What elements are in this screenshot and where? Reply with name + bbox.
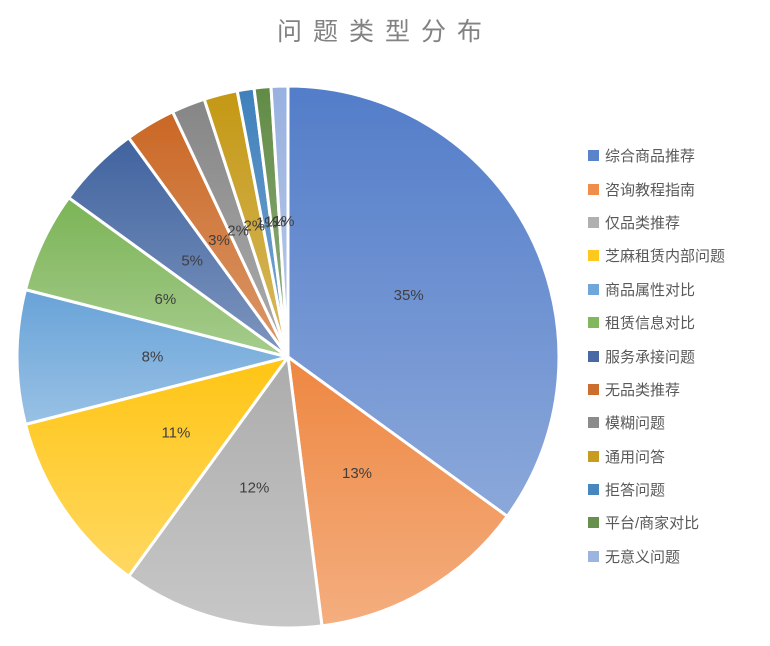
legend-label: 平台/商家对比: [605, 515, 700, 533]
legend-color-chip: [588, 350, 599, 362]
legend-item-9: 通用问答: [588, 440, 768, 473]
legend-label: 仅品类推荐: [605, 214, 681, 232]
legend-item-12: 无意义问题: [588, 540, 768, 573]
legend-label: 服务承接问题: [605, 348, 696, 366]
legend-item-3: 芝麻租赁内部问题: [588, 239, 768, 272]
pie-slice-1: [286, 355, 509, 628]
legend-color-chip: [588, 216, 599, 228]
percent-label-12: 1%: [273, 213, 295, 230]
legend-color-chip: [588, 150, 599, 162]
percent-label-1: 13%: [342, 465, 372, 482]
legend-item-0: 综合商品推荐: [588, 139, 768, 172]
pie-slice-3: [24, 355, 290, 578]
legend-item-7: 无品类推荐: [588, 373, 768, 406]
legend-color-chip: [588, 383, 599, 395]
legend-item-1: 咨询教程指南: [588, 172, 768, 205]
pie-slice-4: [15, 288, 290, 426]
legend-item-11: 平台/商家对比: [588, 506, 768, 539]
legend-label: 芝麻租赁内部问题: [605, 248, 726, 266]
legend-color-chip: [588, 517, 599, 529]
pie-slice-12: [269, 84, 290, 359]
percent-label-4: 8%: [142, 349, 164, 366]
legend-label: 无意义问题: [605, 548, 681, 566]
chart-title: 问题类型分布: [276, 18, 493, 46]
legend-color-chip: [588, 317, 599, 329]
percent-label-9: 2%: [243, 217, 265, 234]
percent-label-7: 3%: [208, 232, 230, 249]
legend-item-2: 仅品类推荐: [588, 206, 768, 239]
legend-color-chip: [588, 250, 599, 262]
percent-label-0: 35%: [394, 287, 424, 304]
legend-label: 无品类推荐: [605, 381, 681, 399]
percent-label-11: 1%: [264, 214, 286, 231]
legend-label: 综合商品推荐: [605, 148, 696, 166]
percent-label-8: 2%: [227, 223, 249, 240]
legend-item-8: 模糊问题: [588, 406, 768, 439]
legend-item-10: 拒答问题: [588, 473, 768, 506]
legend-color-chip: [588, 417, 599, 429]
legend-label: 租赁信息对比: [605, 315, 696, 333]
legend-label: 商品属性对比: [605, 281, 696, 299]
percent-label-5: 6%: [155, 291, 177, 308]
pie-slice-0: [286, 84, 561, 518]
legend-label: 咨询教程指南: [605, 181, 696, 199]
percent-label-3: 11%: [161, 425, 190, 442]
legend-label: 拒答问题: [605, 482, 666, 500]
legend-color-chip: [588, 550, 599, 562]
chart-legend: 综合商品推荐 咨询教程指南 仅品类推荐芝麻租赁内部问题 商品属性对比 租赁信息对比 服务承…: [588, 139, 768, 573]
legend-item-6: 服务承接问题: [588, 339, 768, 372]
legend-item-4: 商品属性对比: [588, 273, 768, 306]
legend-color-chip: [588, 283, 599, 295]
legend-label: 模糊问题: [605, 415, 666, 433]
percent-label-10: 1%: [256, 215, 278, 232]
legend-label: 通用问答: [605, 448, 666, 466]
legend-color-chip: [588, 484, 599, 496]
legend-color-chip: [588, 450, 599, 462]
percent-label-2: 12%: [239, 480, 269, 497]
pie-slice-2: [127, 355, 324, 630]
percent-label-6: 5%: [181, 253, 203, 270]
legend-item-5: 租赁信息对比: [588, 306, 768, 339]
legend-color-chip: [588, 183, 599, 195]
